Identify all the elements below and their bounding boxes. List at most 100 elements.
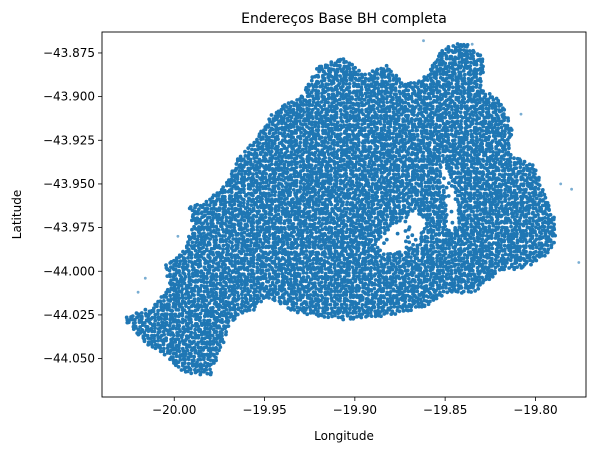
data-point — [228, 315, 232, 319]
data-point — [270, 127, 275, 132]
data-point — [267, 296, 271, 300]
data-point — [378, 205, 383, 210]
data-point — [326, 100, 330, 105]
data-point — [204, 364, 209, 369]
data-point — [277, 261, 281, 266]
data-point — [350, 249, 355, 254]
data-point — [297, 252, 302, 257]
data-point — [211, 199, 216, 204]
data-point — [183, 318, 188, 323]
data-point — [306, 159, 311, 164]
data-point — [179, 290, 184, 294]
data-point — [258, 181, 263, 186]
data-point — [313, 124, 317, 129]
data-point — [325, 205, 330, 210]
data-point — [304, 249, 309, 253]
data-point — [279, 230, 284, 234]
data-point — [228, 308, 233, 312]
data-point — [398, 84, 402, 89]
data-point — [371, 103, 376, 108]
data-point — [229, 217, 234, 222]
data-point — [267, 227, 272, 231]
data-point — [171, 333, 176, 338]
data-point — [173, 273, 178, 278]
data-point — [285, 105, 289, 109]
data-point — [264, 180, 269, 185]
data-point — [208, 326, 213, 331]
data-point — [186, 357, 191, 362]
data-point — [311, 258, 316, 262]
data-point — [208, 256, 212, 260]
data-point — [356, 168, 361, 173]
data-point — [273, 190, 278, 194]
data-point — [221, 247, 226, 252]
data-point — [332, 262, 337, 267]
data-point — [316, 181, 320, 185]
data-point — [384, 302, 389, 307]
data-point — [260, 197, 264, 201]
data-point — [298, 224, 303, 229]
data-point — [311, 116, 315, 121]
data-point — [284, 171, 289, 176]
data-point — [253, 304, 257, 309]
data-point — [286, 119, 290, 123]
data-point — [375, 76, 380, 81]
data-point — [198, 318, 202, 323]
data-point — [272, 214, 277, 219]
data-point — [208, 354, 213, 359]
data-point — [233, 277, 237, 281]
data-point — [264, 286, 269, 291]
data-point — [198, 372, 203, 377]
data-point — [254, 155, 259, 160]
data-point — [341, 218, 346, 223]
data-point — [276, 122, 280, 126]
data-point — [252, 293, 257, 298]
data-point — [190, 335, 195, 340]
data-point — [170, 326, 175, 331]
data-point — [378, 230, 383, 235]
data-point — [338, 139, 343, 144]
data-point — [387, 72, 391, 77]
data-point — [347, 273, 351, 278]
data-point — [340, 119, 345, 124]
data-point — [397, 195, 402, 200]
data-point — [263, 159, 268, 164]
data-point — [316, 143, 321, 148]
data-point — [199, 237, 204, 242]
data-point — [270, 217, 274, 222]
data-point — [199, 232, 203, 237]
data-point — [198, 315, 203, 320]
data-point — [204, 345, 209, 349]
data-point — [282, 283, 286, 287]
data-point — [283, 113, 287, 118]
data-point — [263, 191, 268, 196]
data-point — [188, 317, 193, 322]
data-point — [347, 311, 352, 315]
data-point — [334, 185, 339, 189]
data-point — [182, 281, 187, 286]
data-point — [186, 290, 191, 295]
data-point — [356, 72, 361, 77]
data-point — [384, 218, 388, 223]
data-point — [151, 309, 156, 314]
data-point — [177, 264, 181, 269]
data-point — [319, 100, 324, 104]
data-point — [236, 294, 241, 298]
data-point — [240, 241, 244, 246]
data-point — [170, 309, 175, 313]
data-point — [373, 278, 378, 282]
data-point — [257, 233, 262, 238]
data-point — [384, 208, 389, 213]
data-point — [281, 242, 286, 247]
data-point — [233, 229, 238, 234]
data-point — [341, 57, 346, 61]
data-point — [238, 180, 243, 185]
data-point — [292, 286, 296, 290]
data-point — [243, 171, 248, 176]
data-point — [232, 293, 237, 297]
data-point — [176, 286, 181, 290]
data-point — [232, 202, 237, 207]
data-point — [232, 183, 237, 188]
data-point — [334, 181, 339, 186]
